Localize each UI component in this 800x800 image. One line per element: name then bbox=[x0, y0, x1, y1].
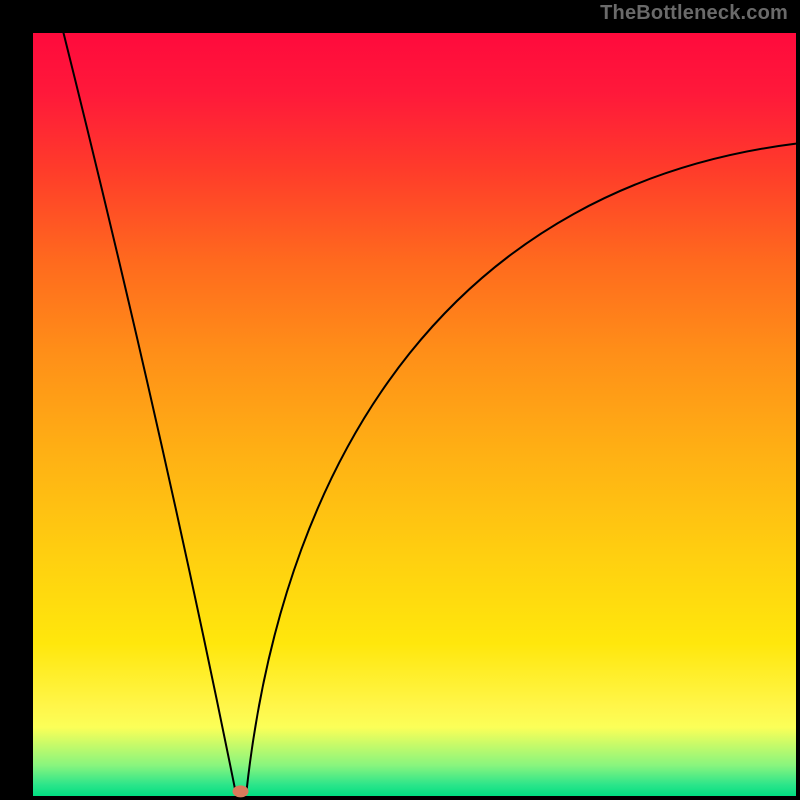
min-marker bbox=[233, 785, 249, 797]
chart-stage: TheBottleneck.com bbox=[0, 0, 800, 800]
plot-area bbox=[33, 33, 796, 796]
bottleneck-chart bbox=[0, 0, 800, 800]
watermark-label: TheBottleneck.com bbox=[600, 2, 788, 25]
